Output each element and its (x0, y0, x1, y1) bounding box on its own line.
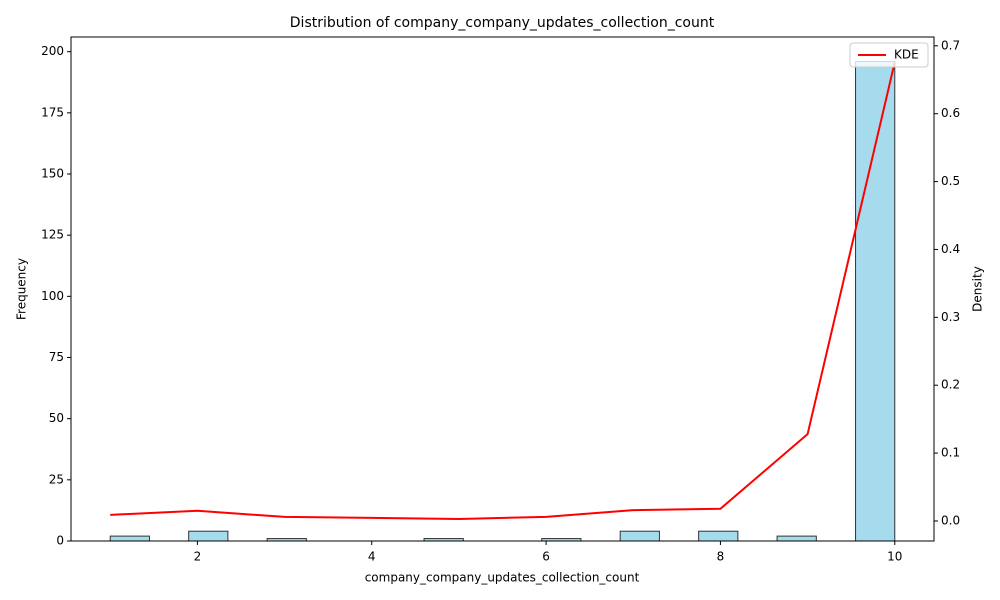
y2-tick-label: 0.7 (941, 38, 960, 52)
y2-axis-label: Density (971, 266, 985, 312)
y-axis-label: Frequency (15, 258, 29, 320)
y2-tick-label: 0.3 (941, 310, 960, 324)
y-tick-label: 100 (41, 289, 64, 303)
bar (698, 530, 739, 542)
y-tick-label: 0 (56, 534, 64, 548)
y2-tick-label: 0.0 (941, 513, 960, 527)
x-axis-label: company_company_updates_collection_count (365, 571, 640, 585)
bar (188, 530, 229, 542)
y-tick-label: 75 (49, 350, 64, 364)
x-tick-label: 10 (887, 550, 902, 564)
y2-tick-label: 0.6 (941, 106, 960, 120)
legend-label: KDE (894, 48, 919, 62)
bar (619, 530, 660, 542)
y2-tick-label: 0.4 (941, 242, 960, 256)
x-tick-label: 4 (368, 550, 376, 564)
y-tick-label: 50 (49, 411, 64, 425)
y-tick-label: 150 (41, 167, 64, 181)
y2-tick-label: 0.5 (941, 174, 960, 188)
y2-tick-label: 0.1 (941, 446, 960, 460)
bar (109, 535, 150, 542)
chart-title: Distribution of company_company_updates_… (290, 15, 715, 31)
bar (776, 535, 817, 542)
plot-frame (70, 36, 935, 542)
x-tick-label: 6 (542, 550, 550, 564)
y-tick-label: 125 (41, 228, 64, 242)
kde-line (110, 61, 896, 520)
x-tick-label: 8 (717, 550, 725, 564)
y-tick-label: 175 (41, 105, 64, 119)
y-tick-label: 200 (41, 44, 64, 58)
y-tick-label: 25 (49, 472, 64, 486)
bar (855, 60, 896, 542)
legend-box (849, 42, 929, 68)
y2-tick-label: 0.2 (941, 378, 960, 392)
x-tick-label: 2 (194, 550, 202, 564)
